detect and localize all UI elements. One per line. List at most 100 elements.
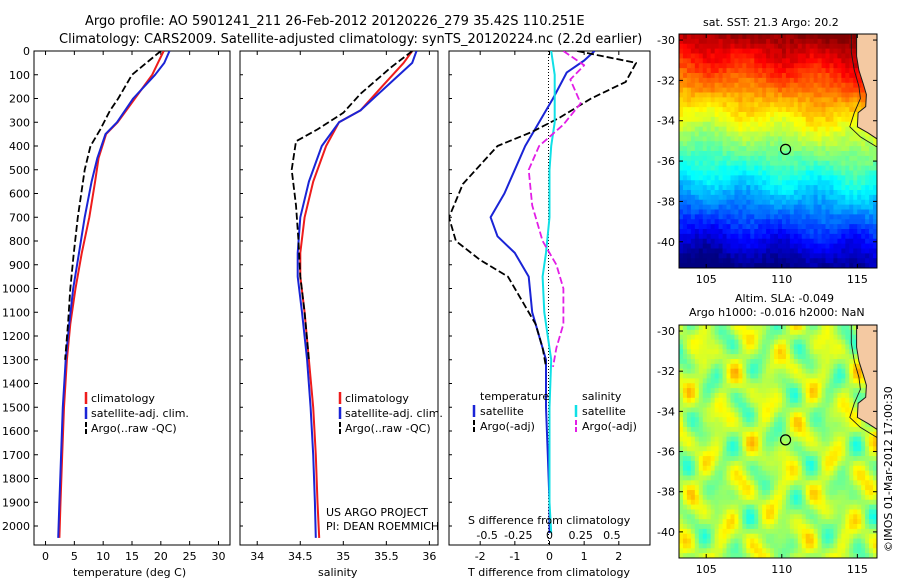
map-cell: [770, 471, 774, 476]
map-cell: [687, 369, 691, 374]
map-cell: [703, 369, 707, 374]
map-cell: [829, 200, 833, 205]
map-cell: [691, 214, 695, 219]
map-cell: [691, 393, 695, 398]
map-cell: [683, 325, 687, 330]
map-cell: [822, 234, 826, 239]
map-cell: [826, 364, 830, 369]
map-cell: [707, 383, 711, 388]
map-cell: [723, 239, 727, 244]
map-cell: [754, 408, 758, 413]
map-cell: [818, 136, 822, 141]
map-cell: [687, 136, 691, 141]
map-cell: [730, 151, 734, 156]
map-cell: [798, 49, 802, 54]
map-cell: [750, 500, 754, 505]
map-cell: [806, 73, 810, 78]
map-cell: [806, 422, 810, 427]
map-cell: [806, 534, 810, 539]
map-cell: [758, 364, 762, 369]
map-cell: [738, 151, 742, 156]
map-cell: [687, 39, 691, 44]
map-cell: [703, 398, 707, 403]
map-cell: [853, 205, 857, 210]
map-cell: [829, 485, 833, 490]
map-cell: [719, 127, 723, 132]
map-cell: [719, 354, 723, 359]
map-cell: [703, 364, 707, 369]
map-cell: [695, 136, 699, 141]
difference-xlabel2: S difference from climatology: [468, 514, 631, 527]
map-cell: [699, 393, 703, 398]
map-cell: [707, 344, 711, 349]
map-cell: [810, 344, 814, 349]
map-cell: [794, 412, 798, 417]
map-cell: [742, 359, 746, 364]
map-cell: [707, 166, 711, 171]
map-cell: [738, 422, 742, 427]
map-cell: [869, 543, 873, 548]
map-cell: [691, 205, 695, 210]
map-cell: [786, 249, 790, 254]
map-cell: [734, 132, 738, 137]
map-cell: [746, 156, 750, 161]
map-cell: [841, 93, 845, 98]
map-cell: [826, 480, 830, 485]
map-cell: [853, 224, 857, 229]
map-cell: [845, 224, 849, 229]
map-cell: [814, 78, 818, 83]
map-cell: [869, 534, 873, 539]
map-cell: [841, 78, 845, 83]
map-cell: [711, 422, 715, 427]
map-cell: [841, 166, 845, 171]
map-cell: [822, 102, 826, 107]
map-cell: [715, 151, 719, 156]
map-cell: [711, 330, 715, 335]
map-cell: [742, 524, 746, 529]
map-cell: [679, 427, 683, 432]
map-cell: [833, 97, 837, 102]
map-cell: [746, 151, 750, 156]
figure-title-line1: Argo profile: AO 5901241_211 26-Feb-2012…: [85, 14, 585, 29]
map-cell: [762, 112, 766, 117]
map-cell: [810, 224, 814, 229]
map-cell: [703, 534, 707, 539]
map-cell: [826, 519, 830, 524]
map-cell: [719, 102, 723, 107]
map-cell: [814, 412, 818, 417]
map-cell: [683, 107, 687, 112]
map-cell: [857, 175, 861, 180]
map-cell: [734, 432, 738, 437]
map-cell: [806, 175, 810, 180]
map-cell: [691, 369, 695, 374]
map-cell: [738, 210, 742, 215]
map-cell: [837, 422, 841, 427]
map-cell: [703, 141, 707, 146]
map-cell: [790, 171, 794, 176]
map-cell: [730, 369, 734, 374]
map-cell: [742, 185, 746, 190]
map-cell: [845, 54, 849, 59]
map-cell: [766, 408, 770, 413]
map-cell: [742, 97, 746, 102]
map-cell: [699, 490, 703, 495]
map-cell: [841, 234, 845, 239]
map-cell: [695, 340, 699, 345]
sst-map-title: sat. SST: 21.3 Argo: 20.2: [703, 16, 839, 29]
map-cell: [719, 471, 723, 476]
map-cell: [865, 166, 869, 171]
map-cell: [723, 543, 727, 548]
map-cell: [711, 412, 715, 417]
map-cell: [723, 412, 727, 417]
map-cell: [727, 166, 731, 171]
map-cell: [865, 500, 869, 505]
map-cell: [703, 490, 707, 495]
map-cell: [849, 480, 853, 485]
map-cell: [738, 335, 742, 340]
map-cell: [762, 354, 766, 359]
map-cell: [699, 398, 703, 403]
map-cell: [826, 485, 830, 490]
map-cell: [679, 127, 683, 132]
map-cell: [687, 490, 691, 495]
map-cell: [703, 73, 707, 78]
